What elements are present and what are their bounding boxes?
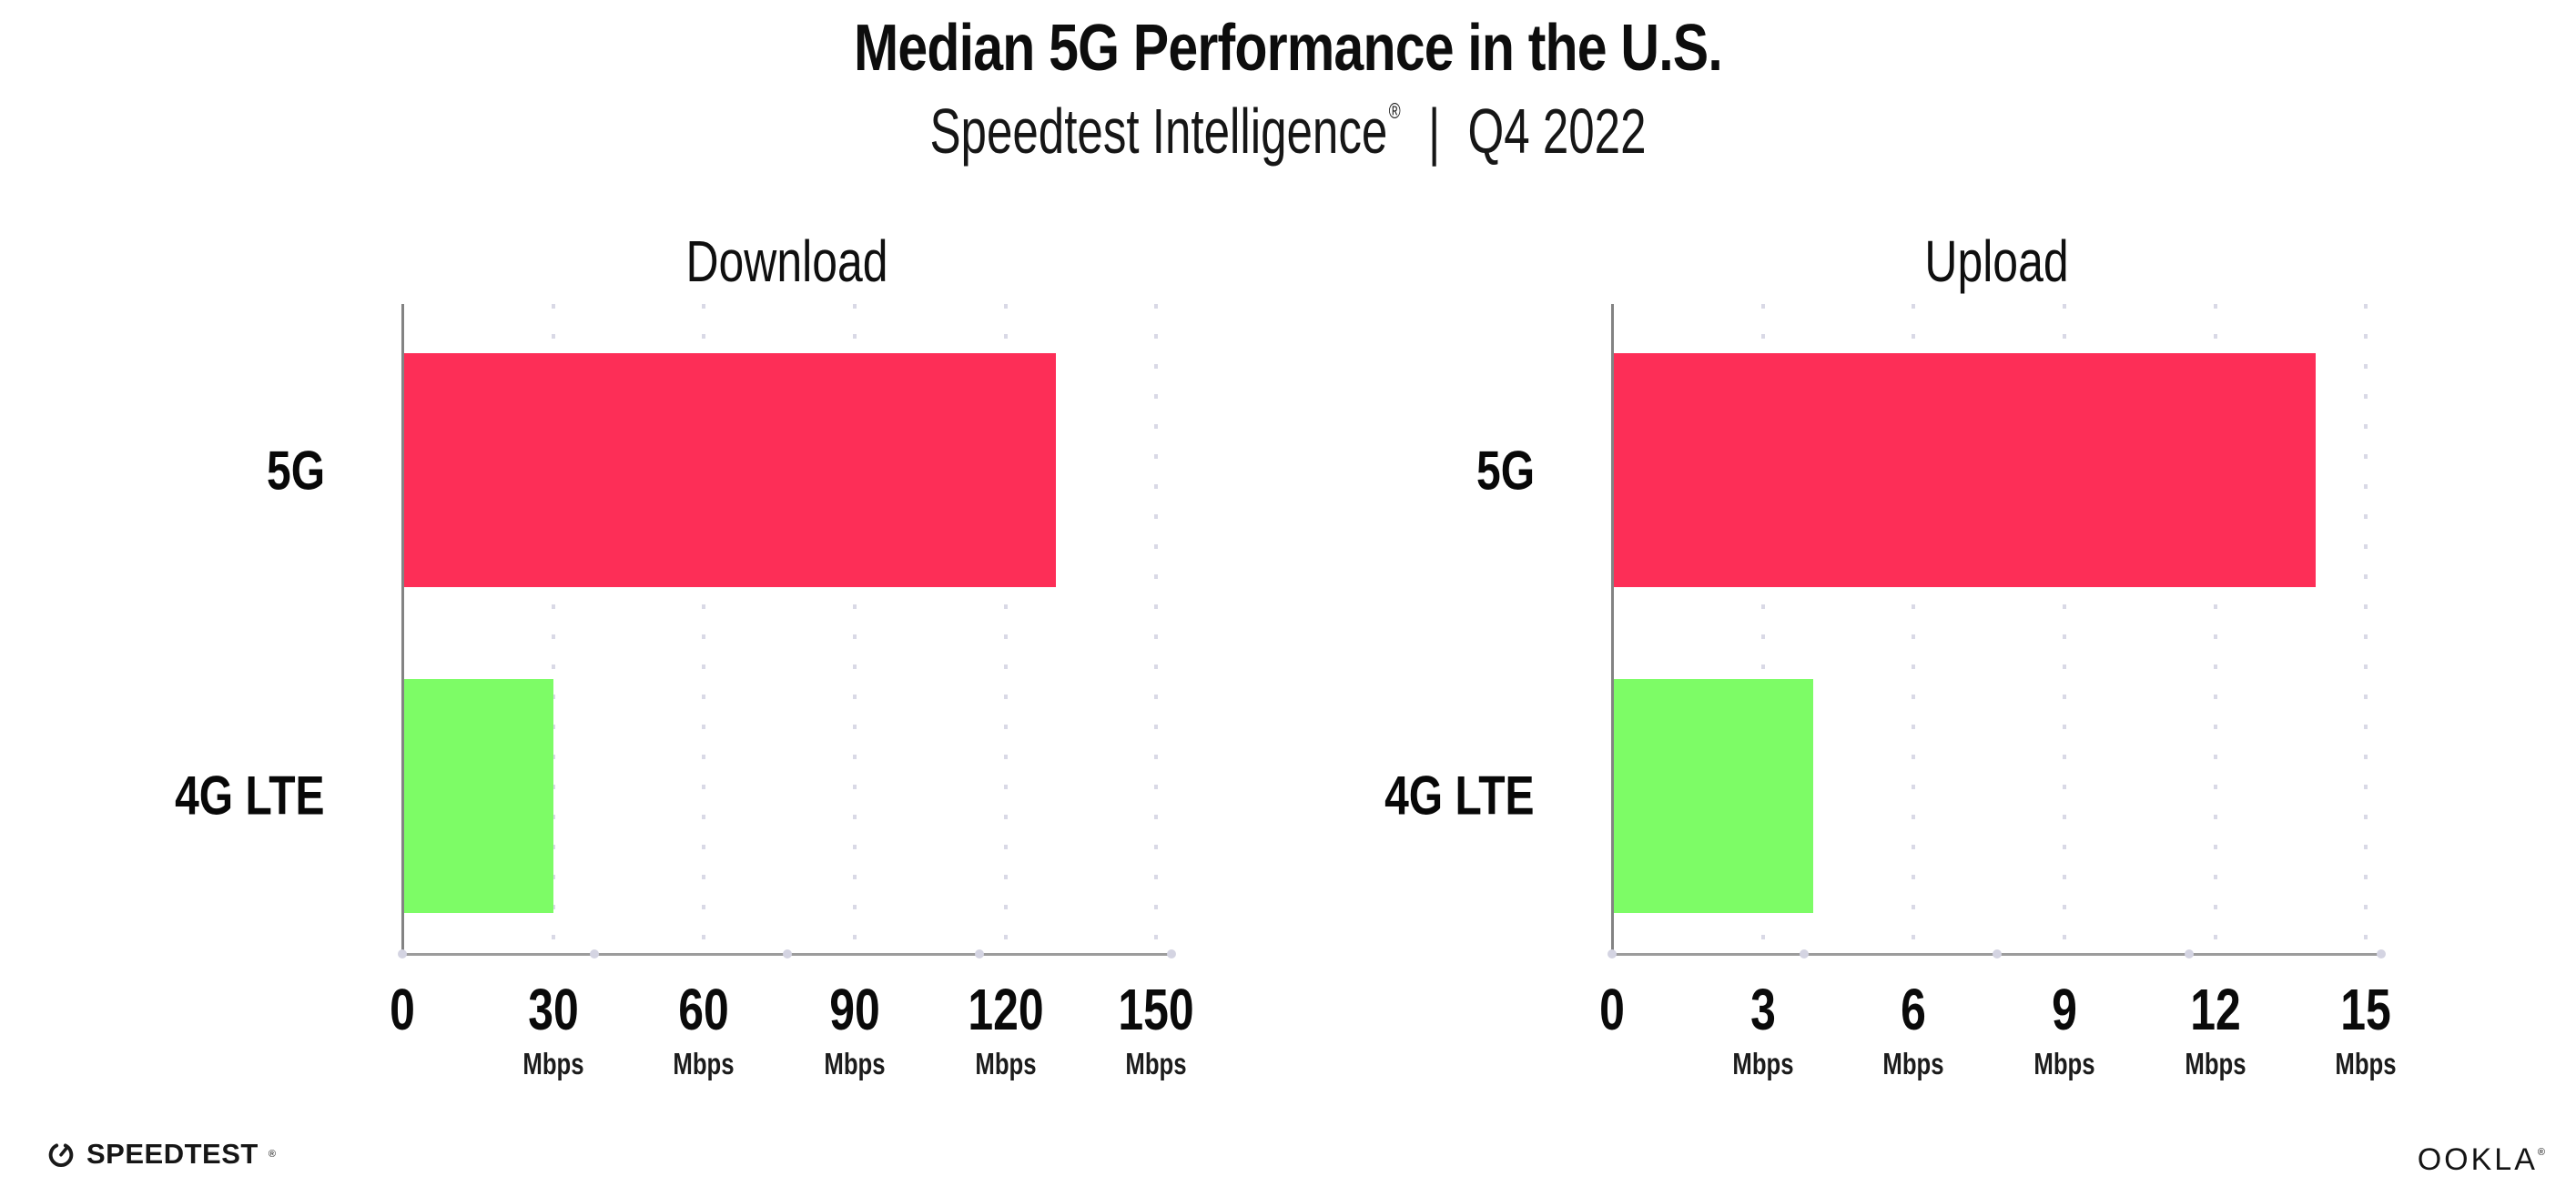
axis-quarter-dot	[590, 949, 600, 959]
x-tick-unit: Mbps	[522, 1047, 584, 1080]
x-tick-12: 12 Mbps	[2185, 980, 2246, 1081]
axis-quarter-dot	[974, 949, 984, 959]
gridline-6	[1912, 304, 1916, 953]
x-tick-90: 90 Mbps	[824, 980, 885, 1081]
x-tick-value: 60	[678, 977, 730, 1042]
5g-bar	[402, 353, 1056, 587]
subtitle-registered-mark: ®	[1388, 99, 1401, 124]
x-tick-unit: Mbps	[975, 1047, 1037, 1080]
gridline-3	[1760, 304, 1765, 953]
x-tick-unit: Mbps	[824, 1047, 886, 1080]
axis-quarter-dot	[1992, 949, 2002, 959]
subtitle-divider: |	[1427, 96, 1441, 167]
speedtest-logo: SPEEDTEST ®	[46, 1138, 276, 1171]
x-tick-unit: Mbps	[1732, 1047, 1794, 1080]
gridline-90	[853, 304, 857, 953]
x-tick-0: 0	[1599, 980, 1625, 1039]
x-tick-30: 30 Mbps	[522, 980, 583, 1081]
ookla-logo-text: OOKLA	[2417, 1142, 2538, 1177]
x-tick-3: 3 Mbps	[1732, 980, 1793, 1081]
upload-plot-area: 5G 4G LTE	[1385, 304, 2386, 959]
page-subtitle: Speedtest Intelligence® | Q4 2022	[348, 95, 2228, 167]
axis-quarter-dot	[782, 949, 792, 959]
ookla-logo: OOKLA®	[2418, 1142, 2545, 1178]
upload-x-axis-ticks: 0 3 Mbps 6 Mbps 9 Mbps 12 Mbps 15 Mbps	[1599, 980, 2397, 1103]
speedtest-registered-mark: ®	[268, 1149, 276, 1160]
x-tick-value: 0	[390, 977, 415, 1042]
subtitle-brand: Speedtest Intelligence	[929, 96, 1388, 167]
x-tick-unit: Mbps	[1125, 1047, 1188, 1080]
speedtest-logo-text: SPEEDTEST	[86, 1138, 259, 1170]
gridline-15	[2364, 304, 2368, 953]
download-x-axis-ticks: 0 30 Mbps 60 Mbps 90 Mbps 120 Mbps 150 Mbps	[390, 980, 1194, 1103]
x-tick-unit: Mbps	[2335, 1047, 2398, 1080]
axis-quarter-dot	[2377, 949, 2386, 959]
category-label-4g-lte: 4G LTE	[175, 765, 325, 827]
x-tick-value: 120	[968, 977, 1044, 1042]
4g-lte-bar	[402, 679, 553, 913]
x-tick-150: 150 Mbps	[1119, 980, 1194, 1081]
speedtest-gauge-icon	[48, 1143, 74, 1167]
gridline-120	[1003, 304, 1008, 953]
gridline-12	[2213, 304, 2217, 953]
axis-quarter-dot	[398, 949, 407, 959]
download-y-axis-line	[401, 304, 404, 956]
x-tick-value: 6	[1901, 977, 1927, 1042]
x-tick-value: 3	[1749, 977, 1776, 1042]
upload-y-axis-line	[1611, 304, 1614, 956]
ookla-registered-mark: ®	[2537, 1147, 2545, 1158]
subtitle-period: Q4 2022	[1467, 96, 1647, 167]
x-tick-value: 30	[527, 977, 579, 1042]
gridline-9	[2063, 304, 2067, 953]
download-chart: Download 5G 4G LTE 0 30 Mbps 60 Mbps 90 Mbps 120…	[176, 228, 1195, 1106]
gridline-60	[702, 304, 706, 953]
x-tick-unit: Mbps	[1882, 1047, 1944, 1080]
x-tick-unit: Mbps	[2033, 1047, 2095, 1080]
category-label-5g: 5G	[266, 440, 325, 502]
gridline-150	[1154, 304, 1159, 953]
x-tick-6: 6 Mbps	[1883, 980, 1944, 1081]
gridline-30	[551, 304, 555, 953]
axis-quarter-dot	[1800, 949, 1810, 959]
upload-chart: Upload 5G 4G LTE 0 3 Mbps 6 Mbps 9 Mbps 12 Mbps 15…	[1385, 228, 2397, 1106]
upload-chart-title: Upload	[1924, 228, 2069, 294]
5g-bar	[1612, 353, 2317, 587]
download-chart-title: Download	[685, 228, 888, 294]
x-tick-unit: Mbps	[673, 1047, 735, 1080]
x-tick-60: 60 Mbps	[674, 980, 735, 1081]
axis-quarter-dot	[1167, 949, 1176, 959]
4g-lte-bar	[1612, 679, 1813, 913]
x-tick-15: 15 Mbps	[2336, 980, 2397, 1081]
page-title: Median 5G Performance in the U.S.	[854, 12, 1723, 85]
x-tick-value: 15	[2340, 977, 2392, 1042]
axis-quarter-dot	[2184, 949, 2194, 959]
category-label-5g: 5G	[1476, 440, 1535, 502]
x-tick-value: 0	[1599, 977, 1625, 1042]
x-tick-120: 120 Mbps	[968, 980, 1043, 1081]
x-tick-0: 0	[390, 980, 415, 1039]
x-tick-value: 12	[2189, 977, 2241, 1042]
category-label-4g-lte: 4G LTE	[1384, 765, 1535, 827]
x-tick-9: 9 Mbps	[2033, 980, 2094, 1081]
x-tick-value: 9	[2052, 977, 2077, 1042]
x-tick-value: 150	[1118, 977, 1195, 1042]
download-plot-area: 5G 4G LTE	[176, 304, 1176, 959]
x-tick-value: 90	[829, 977, 880, 1042]
axis-quarter-dot	[1607, 949, 1617, 959]
x-tick-unit: Mbps	[2185, 1047, 2246, 1080]
